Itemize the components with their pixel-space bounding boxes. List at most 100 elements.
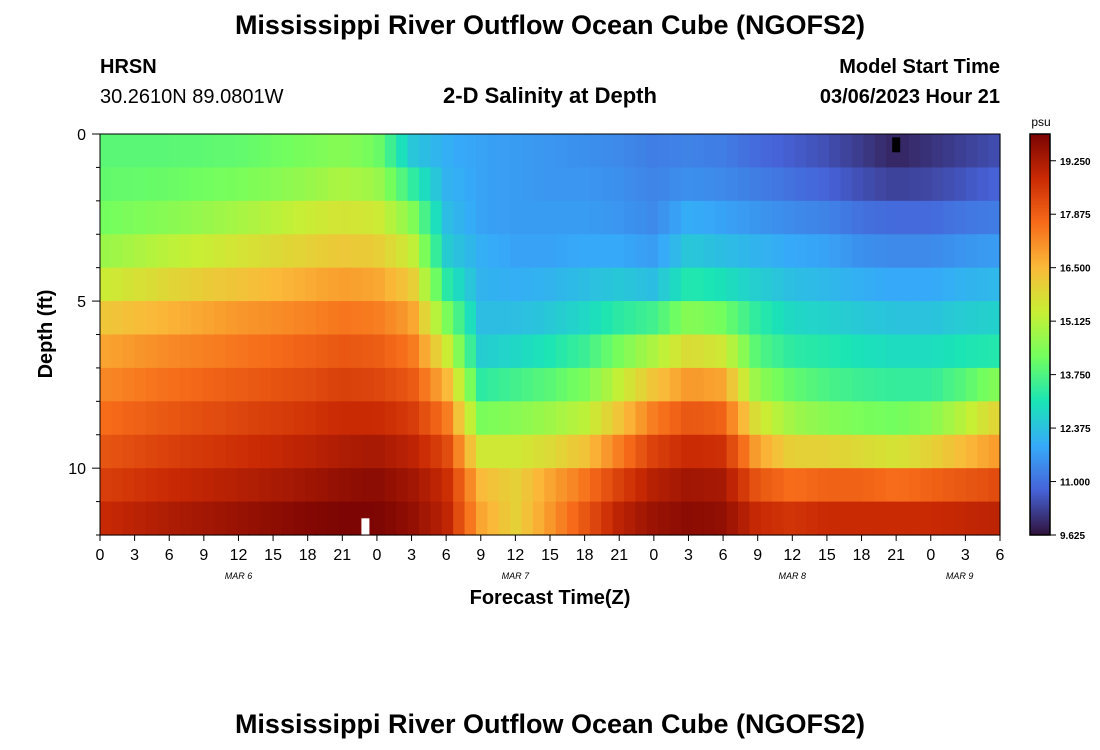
heatmap-cell xyxy=(760,468,773,503)
heatmap-cell xyxy=(601,367,614,402)
heatmap-cell xyxy=(111,200,124,235)
heatmap-cell xyxy=(236,200,249,235)
heatmap-cell xyxy=(681,401,693,436)
heatmap-cell xyxy=(396,134,409,169)
heatmap-cell xyxy=(977,501,990,536)
heatmap-cell xyxy=(908,234,921,269)
heatmap-cell xyxy=(270,167,283,202)
heatmap-cell xyxy=(282,501,295,536)
heatmap-cell xyxy=(886,167,899,202)
heatmap-cell xyxy=(236,167,249,202)
heatmap-cell xyxy=(145,401,158,436)
heatmap-cell xyxy=(293,401,306,436)
x-tick-label: 18 xyxy=(576,547,594,564)
heatmap-cell xyxy=(418,301,431,336)
heatmap-cell xyxy=(202,234,215,269)
heatmap-cell xyxy=(772,234,785,269)
heatmap-cell xyxy=(772,267,785,302)
heatmap-cell xyxy=(920,167,933,202)
heatmap-cell xyxy=(225,234,238,269)
heatmap-cell xyxy=(282,134,295,169)
heatmap-cell xyxy=(737,267,750,302)
heatmap-cell xyxy=(681,434,693,469)
heatmap-cell xyxy=(897,434,910,469)
heatmap-cell xyxy=(840,434,853,469)
heatmap-cell xyxy=(658,434,671,469)
x-tick-label: 6 xyxy=(719,547,728,564)
heatmap-cell xyxy=(794,401,807,436)
heatmap-cell xyxy=(749,267,762,302)
heatmap-cell xyxy=(669,200,682,235)
heatmap-cell xyxy=(100,468,112,503)
heatmap-cell xyxy=(225,200,238,235)
heatmap-cell xyxy=(783,367,796,402)
heatmap-cell xyxy=(669,301,682,336)
heatmap-cell xyxy=(851,267,864,302)
heatmap-cell xyxy=(475,468,488,503)
heatmap-cell xyxy=(156,267,169,302)
heatmap-cell xyxy=(179,200,192,235)
heatmap-cell xyxy=(578,167,591,202)
heatmap-cell xyxy=(806,334,819,369)
heatmap-cell xyxy=(829,468,842,503)
heatmap-cell xyxy=(191,234,204,269)
heatmap-cell xyxy=(886,501,899,536)
heatmap-cell xyxy=(191,167,204,202)
heatmap-cell xyxy=(555,167,568,202)
heatmap-cell xyxy=(897,167,910,202)
heatmap-cell xyxy=(931,468,944,503)
heatmap-cell xyxy=(510,267,523,302)
heatmap-cell xyxy=(977,367,990,402)
heatmap-cell xyxy=(248,200,261,235)
heatmap-cell xyxy=(396,167,409,202)
heatmap-cell xyxy=(305,434,318,469)
heatmap-cell xyxy=(555,401,568,436)
heatmap-cell xyxy=(772,468,785,503)
heatmap-cell xyxy=(943,401,956,436)
heatmap-cell xyxy=(783,501,796,536)
heatmap-cell xyxy=(908,401,921,436)
heatmap-cell xyxy=(646,468,659,503)
heatmap-cell xyxy=(920,267,933,302)
heatmap-cell xyxy=(749,367,762,402)
heatmap-cell xyxy=(327,468,340,503)
heatmap-cell xyxy=(282,334,295,369)
y-axis: 0 5 10 xyxy=(68,127,100,536)
heatmap-cell xyxy=(475,167,488,202)
heatmap-cell xyxy=(908,501,921,536)
heatmap-cell xyxy=(156,334,169,369)
x-tick-label: 3 xyxy=(130,547,139,564)
heatmap-cell xyxy=(510,301,523,336)
x-tick-label: 6 xyxy=(442,547,451,564)
heatmap-cell xyxy=(498,401,511,436)
heatmap-cell xyxy=(908,367,921,402)
heatmap-cell xyxy=(100,401,112,436)
heatmap-cell xyxy=(521,501,534,536)
heatmap-cell xyxy=(943,267,956,302)
heatmap-cell xyxy=(339,134,352,169)
heatmap-cell xyxy=(544,367,557,402)
heatmap-cell xyxy=(726,434,739,469)
heatmap-cell xyxy=(897,267,910,302)
heatmap-cell xyxy=(430,434,443,469)
heatmap-cell xyxy=(282,234,295,269)
heatmap-cell xyxy=(669,134,682,169)
heatmap-cell xyxy=(646,401,659,436)
x-tick-label: 15 xyxy=(264,547,282,564)
heatmap-cell xyxy=(931,334,944,369)
heatmap-cell xyxy=(658,334,671,369)
heatmap-cell xyxy=(225,334,238,369)
heatmap-cell xyxy=(339,401,352,436)
x-tick-label: 21 xyxy=(610,547,628,564)
heatmap-cell xyxy=(726,468,739,503)
main-title: Mississippi River Outflow Ocean Cube (NG… xyxy=(234,10,866,40)
heatmap-cell xyxy=(430,200,443,235)
heatmap-cell xyxy=(475,501,488,536)
heatmap-cell xyxy=(863,234,876,269)
heatmap-cell xyxy=(726,267,739,302)
heatmap-cell xyxy=(487,134,500,169)
heatmap-cell xyxy=(567,367,580,402)
heatmap-cell xyxy=(612,401,625,436)
heatmap-cell xyxy=(384,301,397,336)
heatmap-cell xyxy=(111,468,124,503)
